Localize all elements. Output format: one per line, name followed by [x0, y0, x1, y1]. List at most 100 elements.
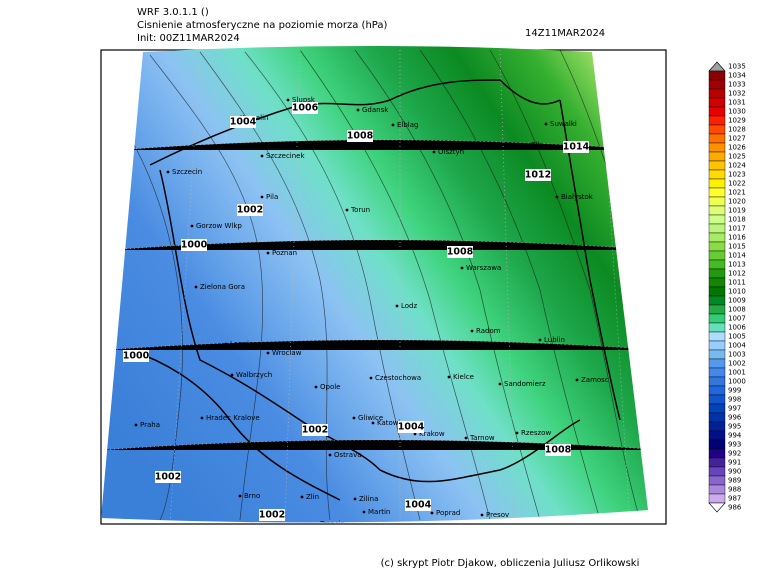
city-dot — [224, 342, 228, 346]
colorbar-cell — [708, 106, 726, 117]
city-label: Zilina — [359, 495, 378, 503]
colorbar-cell — [708, 286, 726, 297]
valid-time: 14Z11MAR2024 — [525, 28, 605, 39]
colorbar-label: 1012 — [728, 270, 746, 278]
city-label: Kielce — [453, 373, 474, 381]
colorbar-label: 1026 — [728, 144, 746, 152]
contour-label-box — [405, 499, 431, 511]
contour-label: 1002 — [302, 425, 328, 436]
colorbar-label: 999 — [728, 387, 741, 395]
contour-label-box — [123, 350, 149, 362]
city-dot — [371, 421, 375, 425]
city-dot — [391, 123, 395, 127]
colorbar-label: 1015 — [728, 243, 746, 251]
colorbar-label: 1003 — [728, 351, 746, 359]
field-name: Cisnienie atmosferyczne na poziomie morz… — [137, 20, 388, 31]
colorbar-label: 988 — [728, 486, 741, 494]
city-label: Poznan — [272, 249, 297, 257]
colorbar-cell — [708, 70, 726, 81]
city-dot — [432, 150, 436, 154]
city-dot — [238, 494, 242, 498]
city-label: Szczecin — [172, 168, 202, 176]
city-label: Legnica — [230, 340, 257, 348]
city-label: Gliwice — [358, 414, 383, 422]
contour-label: 1002 — [155, 472, 181, 483]
contour-label-box — [181, 239, 207, 251]
city-dot — [464, 436, 468, 440]
colorbar-cell — [708, 439, 726, 450]
city-dot — [266, 251, 270, 255]
colorbar-cell — [708, 268, 726, 279]
colorbar-cell — [708, 223, 726, 234]
city-dot — [515, 431, 519, 435]
colorbar-cell — [708, 205, 726, 216]
city-label: Krakow — [419, 430, 445, 438]
colorbar-label: 1024 — [728, 162, 746, 170]
colorbar: 1035103410331032103110301029102810271026… — [708, 61, 746, 513]
colorbar-cell — [708, 79, 726, 90]
city-dot — [498, 382, 502, 386]
city-label: Zielona Gora — [200, 283, 245, 291]
city-label: Czestochowa — [375, 374, 421, 382]
city-label: Pila — [266, 193, 278, 201]
colorbar-cell — [708, 457, 726, 468]
colorbar-label: 1000 — [728, 378, 746, 386]
contour-label: 1004 — [398, 422, 425, 433]
city-dot — [266, 351, 270, 355]
colorbar-cap — [708, 61, 726, 72]
contour-label: 1004 — [230, 117, 257, 128]
city-label: Rzeszow — [521, 429, 551, 437]
city-dot — [286, 98, 290, 102]
contour-label: 1012 — [525, 170, 551, 181]
city-label: Poprad — [436, 509, 460, 517]
colorbar-label: 1011 — [728, 279, 746, 287]
colorbar-cell — [708, 196, 726, 207]
colorbar-cell — [708, 259, 726, 270]
contour-label-box — [398, 421, 424, 433]
city-label: Radom — [476, 327, 501, 335]
city-label: Elblag — [397, 121, 419, 129]
city-label: Brno — [244, 492, 260, 500]
colorbar-cell — [708, 385, 726, 396]
colorbar-cell — [708, 412, 726, 423]
city-dot — [525, 143, 529, 147]
city-label: Opole — [320, 383, 341, 391]
city-dot — [544, 122, 548, 126]
city-dot — [430, 511, 434, 515]
colorbar-label: 1014 — [728, 252, 746, 260]
colorbar-cell — [708, 250, 726, 261]
city-label: Zlin — [306, 493, 319, 501]
colorbar-label: 989 — [728, 477, 741, 485]
city-dot — [353, 497, 357, 501]
city-dot — [352, 416, 356, 420]
colorbar-cell — [708, 475, 726, 486]
contour-label-box — [230, 116, 256, 128]
colorbar-cell — [708, 304, 726, 315]
contour-label: 1002 — [237, 205, 263, 216]
contour-label-box — [155, 471, 181, 483]
contour-label-box — [447, 246, 473, 258]
colorbar-cell — [708, 430, 726, 441]
city-label: Hradec Kralove — [206, 414, 260, 422]
city-dot — [485, 536, 488, 539]
city-label: Ostrava — [334, 451, 362, 459]
city-label: Praha — [140, 421, 160, 429]
colorbar-label: 1028 — [728, 126, 746, 134]
city-label: Trencin — [319, 520, 345, 528]
city-dot — [470, 329, 474, 333]
colorbar-label: 1033 — [728, 81, 746, 89]
city-dot — [555, 195, 559, 199]
colorbar-cell — [708, 484, 726, 495]
contour-label: 1000 — [181, 240, 208, 251]
colorbar-label: 1029 — [728, 117, 746, 125]
colorbar-label: 1006 — [728, 324, 746, 332]
colorbar-label: 1021 — [728, 189, 746, 197]
city-dot — [194, 285, 198, 289]
colorbar-label: 1031 — [728, 99, 746, 107]
colorbar-cell — [708, 376, 726, 387]
colorbar-label: 990 — [728, 468, 741, 476]
colorbar-label: 993 — [728, 441, 741, 449]
city-label: Wroclaw — [272, 349, 302, 357]
city-label: Presov — [486, 511, 509, 519]
